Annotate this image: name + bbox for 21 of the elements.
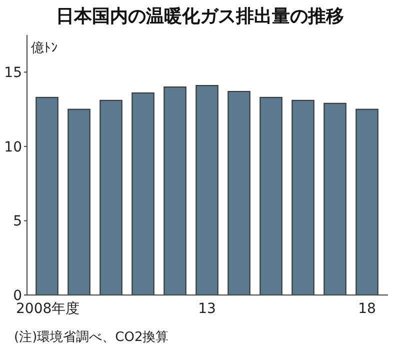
y-axis-title: 億ﾄﾝ xyxy=(31,41,58,56)
x-tick-label: 13 xyxy=(198,301,216,317)
bar xyxy=(292,100,314,296)
x-tick-label: 2008年度 xyxy=(16,301,80,317)
bar xyxy=(68,108,90,296)
bar xyxy=(132,92,154,296)
y-tick-label: 5 xyxy=(13,214,22,230)
x-tick-label: 18 xyxy=(358,301,376,317)
bar xyxy=(324,102,346,296)
y-tick-label: 10 xyxy=(4,139,22,156)
bar xyxy=(196,85,218,296)
chart-title: 日本国内の温暖化ガス排出量の推移 xyxy=(56,6,344,27)
bar xyxy=(260,96,282,296)
y-tick-label: 0 xyxy=(13,288,22,304)
text: (注)環境省調べ、CO2換算 xyxy=(14,329,169,345)
bar xyxy=(100,100,122,296)
bar xyxy=(356,108,378,296)
bar xyxy=(36,96,58,296)
bar xyxy=(228,90,250,296)
y-tick-label: 15 xyxy=(4,65,22,82)
bar xyxy=(164,86,186,296)
